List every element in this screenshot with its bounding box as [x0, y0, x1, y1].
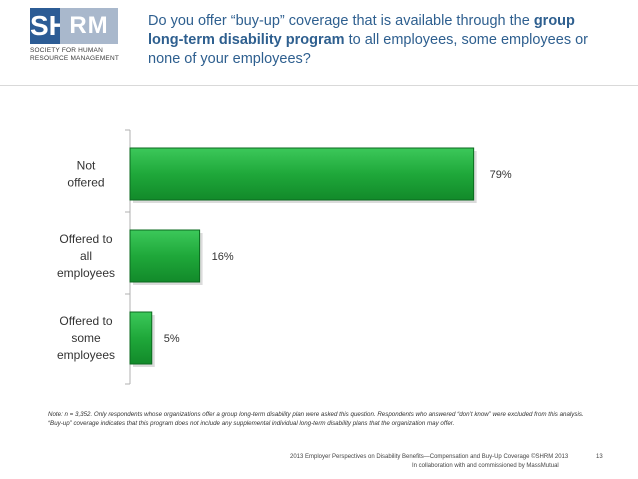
title-part2: to all employees, some employees or none… — [148, 32, 588, 67]
page-title: Do you offer “buy-up” coverage that is a… — [148, 12, 608, 69]
category-label: Offered to — [59, 314, 112, 328]
category-label: some — [71, 331, 101, 345]
logo-mark-right: RM — [60, 8, 118, 44]
bar-chart: 79% Not offered 16% Offered to all employees 5%… — [57, 129, 512, 385]
logo-mark-left: SH — [30, 8, 69, 44]
shrm-logo-mark: SH RM — [30, 8, 118, 44]
category-label: employees — [57, 348, 115, 362]
category-label: offered — [67, 176, 104, 190]
chart-note: Note: n = 3,352. Only respondents whose … — [48, 411, 584, 427]
bar-1 — [129, 229, 201, 283]
value-label: 16% — [212, 251, 234, 263]
value-label: 5% — [164, 333, 180, 345]
footer-collaboration: In collaboration with and commissioned b… — [412, 463, 559, 469]
title-part1: Do you offer “buy-up” coverage that is a… — [148, 13, 534, 29]
shrm-logo: SH RM SOCIETY FOR HUMAN RESOURCE MANAGEM… — [30, 8, 130, 70]
category-label: employees — [57, 266, 115, 280]
bar-0 — [129, 147, 475, 201]
bar-2 — [129, 311, 153, 365]
category-label: all — [80, 249, 92, 263]
logo-text: SOCIETY FOR HUMAN RESOURCE MANAGEMENT — [30, 47, 140, 63]
category-label: Not — [77, 159, 96, 173]
page-number: 13 — [596, 454, 603, 460]
category-label: Offered to — [59, 232, 112, 246]
logo-text-line: SOCIETY FOR HUMAN — [30, 47, 103, 54]
logo-text-line: RESOURCE MANAGEMENT — [30, 55, 120, 62]
title-bold: group long-term disability program — [148, 13, 575, 48]
header-divider — [0, 85, 638, 86]
footer-source: 2013 Employer Perspectives on Disability… — [290, 454, 569, 460]
value-label: 79% — [490, 169, 512, 181]
